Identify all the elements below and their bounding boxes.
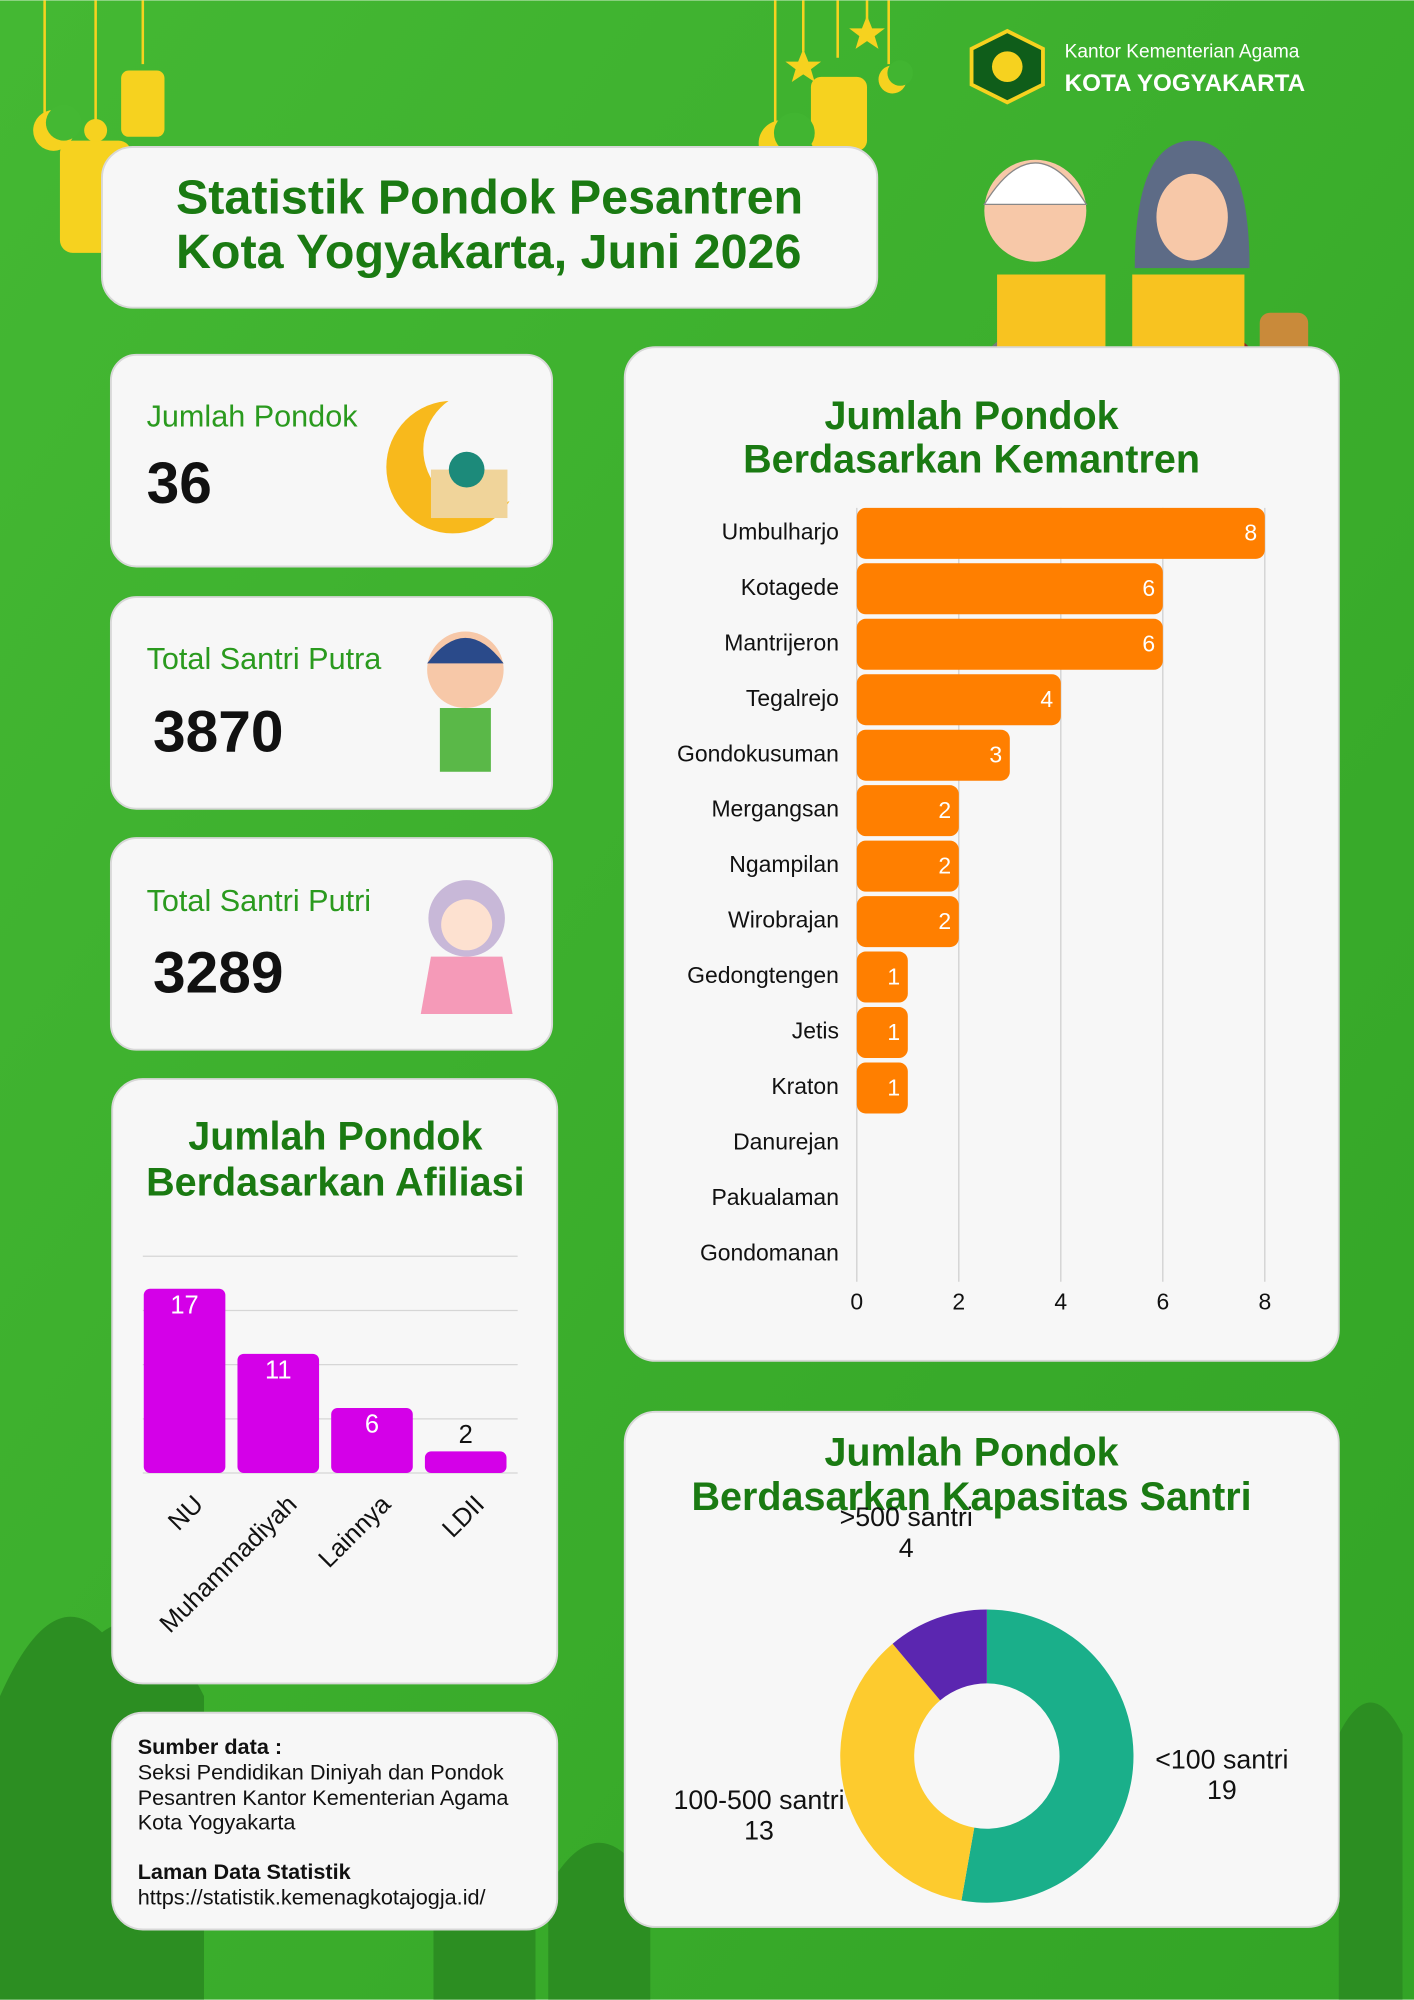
value-label: 19 bbox=[1207, 1775, 1237, 1805]
lantern-strings bbox=[43, 0, 890, 122]
y-tick-label: Mantrijeron bbox=[724, 629, 839, 655]
value-label: 6 bbox=[1142, 575, 1155, 601]
source-card bbox=[111, 1711, 559, 1931]
value-label: 3 bbox=[989, 742, 1002, 768]
value-label: 17 bbox=[170, 1291, 198, 1319]
bar bbox=[856, 1062, 908, 1114]
value-label: 1 bbox=[887, 1019, 900, 1045]
stat-icons bbox=[386, 390, 541, 1015]
y-tick-label: Jetis bbox=[792, 1018, 839, 1044]
bar bbox=[856, 896, 959, 948]
y-tick-label: Kotagede bbox=[741, 574, 839, 600]
value-label: 2 bbox=[938, 797, 951, 823]
y-tick-label: Wirobrajan bbox=[728, 907, 839, 933]
stat-value: 3289 bbox=[153, 941, 283, 1006]
value-label: 2 bbox=[938, 852, 951, 878]
stat-label: Jumlah Pondok bbox=[147, 400, 359, 434]
segment-label: >500 santri bbox=[840, 1502, 973, 1532]
bar bbox=[856, 674, 1061, 726]
chart-title: Berdasarkan Afiliasi bbox=[146, 1160, 525, 1204]
chart-title: Jumlah Pondok bbox=[824, 1431, 1119, 1475]
y-tick-label: Gondokusuman bbox=[677, 740, 839, 766]
value-label: 1 bbox=[887, 1074, 900, 1100]
bar bbox=[856, 618, 1163, 670]
chart-title: Berdasarkan Kemantren bbox=[743, 437, 1200, 481]
y-tick-label: Ngampilan bbox=[729, 851, 839, 877]
source-line: Pesantren Kantor Kementerian Agama bbox=[138, 1785, 510, 1810]
x-tick-label: 0 bbox=[850, 1289, 863, 1315]
value-label: 11 bbox=[265, 1356, 291, 1384]
segment-label: <100 santri bbox=[1155, 1744, 1288, 1774]
source-line: Kota Yogyakarta bbox=[138, 1809, 297, 1834]
bar bbox=[856, 563, 1163, 615]
page-title: Kota Yogyakarta, Juni 2026 bbox=[176, 225, 801, 279]
value-label: 2 bbox=[938, 908, 951, 934]
y-tick-label: Tegalrejo bbox=[746, 685, 839, 711]
stat-label: Total Santri Putri bbox=[147, 884, 371, 918]
y-tick-label: Mergangsan bbox=[711, 796, 839, 822]
chart-card bbox=[111, 1078, 559, 1685]
segment-label: 100-500 santri bbox=[673, 1785, 844, 1815]
chart-title: Jumlah Pondok bbox=[824, 394, 1119, 438]
value-label: 4 bbox=[899, 1533, 914, 1563]
value-label: 6 bbox=[365, 1411, 379, 1439]
bar bbox=[331, 1408, 413, 1474]
x-tick-label: 6 bbox=[1156, 1289, 1169, 1315]
donut-segment bbox=[840, 1643, 975, 1901]
org-city: KOTA YOGYAKARTA bbox=[1065, 70, 1305, 97]
bar bbox=[856, 951, 908, 1003]
source-heading: Sumber data : bbox=[138, 1734, 282, 1759]
org-name: Kantor Kementerian Agama bbox=[1065, 42, 1300, 63]
y-tick-label: Pakualaman bbox=[711, 1184, 839, 1210]
bar bbox=[856, 729, 1010, 781]
y-tick-label: Gondomanan bbox=[700, 1239, 839, 1265]
bar bbox=[856, 507, 1265, 559]
page-title: Statistik Pondok Pesantren bbox=[176, 170, 803, 224]
value-label: 13 bbox=[744, 1816, 774, 1846]
bar bbox=[143, 1288, 226, 1474]
bar bbox=[856, 1007, 908, 1059]
value-label: 4 bbox=[1040, 686, 1053, 712]
donut-segment bbox=[961, 1609, 1134, 1903]
logo bbox=[969, 28, 1045, 105]
value-label: 6 bbox=[1142, 631, 1155, 657]
bar bbox=[424, 1451, 507, 1474]
value-label: 2 bbox=[459, 1421, 473, 1449]
bar bbox=[237, 1353, 320, 1474]
donut-segment bbox=[892, 1609, 987, 1701]
bar bbox=[856, 840, 959, 892]
x-tick-label: 4 bbox=[1054, 1289, 1067, 1315]
value-label: 8 bbox=[1244, 520, 1257, 546]
y-tick-label: Umbulharjo bbox=[722, 518, 839, 544]
chart-title: Berdasarkan Kapasitas Santri bbox=[692, 1475, 1252, 1519]
y-tick-label: Kraton bbox=[771, 1073, 839, 1099]
x-tick-label: 2 bbox=[952, 1289, 965, 1315]
source-link[interactable]: https://statistik.kemenagkotajogja.id/ bbox=[138, 1885, 487, 1910]
value-label: 1 bbox=[887, 963, 900, 989]
stat-value: 36 bbox=[147, 451, 212, 516]
y-tick-label: Gedongtengen bbox=[687, 962, 839, 988]
chart-title: Jumlah Pondok bbox=[188, 1114, 483, 1158]
title-card bbox=[101, 146, 879, 309]
stat-value: 3870 bbox=[153, 700, 283, 765]
link-heading: Laman Data Statistik bbox=[138, 1859, 352, 1884]
x-tick-label: 8 bbox=[1258, 1289, 1271, 1315]
y-tick-label: Danurejan bbox=[733, 1129, 839, 1155]
source-line: Seksi Pendidikan Diniyah dan Pondok bbox=[138, 1760, 504, 1785]
bar bbox=[856, 785, 959, 837]
stat-label: Total Santri Putra bbox=[147, 642, 383, 676]
